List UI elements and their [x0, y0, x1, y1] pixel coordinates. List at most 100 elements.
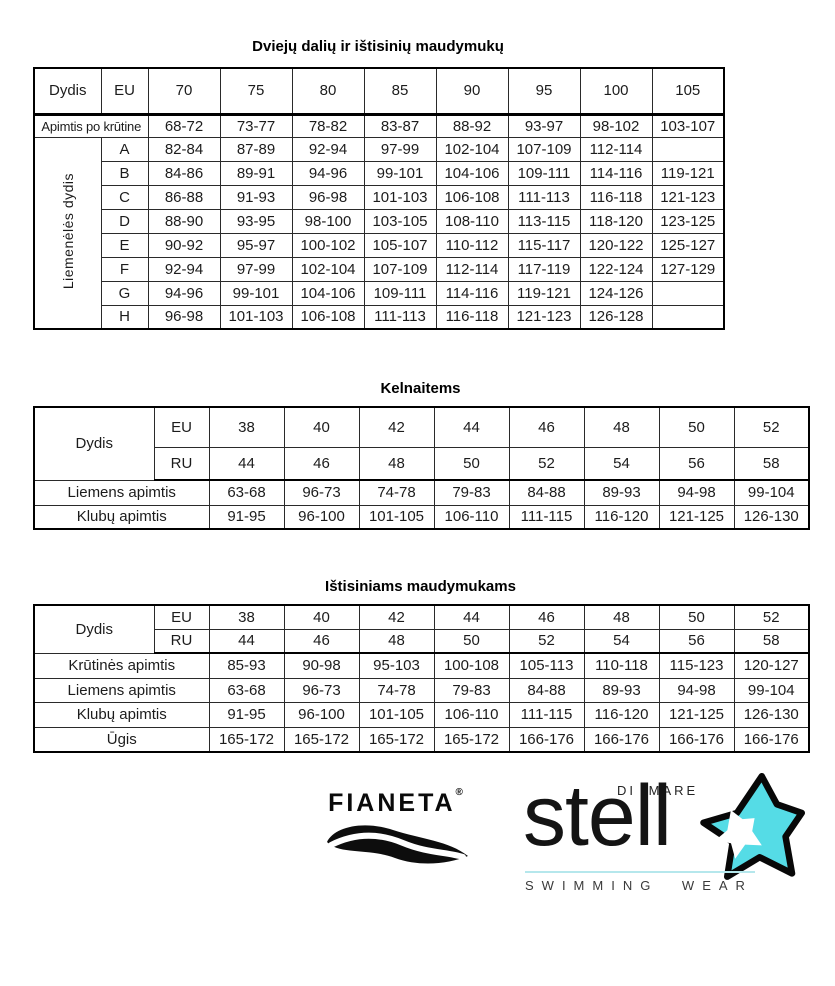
table-cell: 101-103	[219, 304, 293, 330]
table-cell: 84-88	[508, 677, 585, 703]
table-cell: 121-125	[658, 504, 735, 530]
table-cell: 165-172	[433, 726, 510, 753]
measure-label-cell: Liemens apimtis	[33, 677, 210, 703]
table-cell: 102-104	[291, 256, 365, 282]
table-cell: 111-115	[508, 701, 585, 728]
bra-size-side-label-cell: Liemenėlės dydis	[33, 136, 102, 330]
table-cell: 82-84	[147, 136, 221, 162]
table-cell: 38	[208, 406, 285, 448]
table1-title: Dviejų dalių ir ištisinių maudymukų	[252, 38, 504, 55]
one-piece-size-table: Dydis EU 38 40 42 44 46 48 50 52 RU 44 46 48 50 52 5…	[33, 604, 810, 753]
table-cell: 90-98	[283, 652, 360, 679]
table-cell: 99-101	[219, 280, 293, 306]
table-row: G 94-96 99-101 104-106 109-111 114-116 119-12…	[34, 280, 725, 306]
table-cell: 44	[208, 628, 285, 654]
table-cell: 94-96	[147, 280, 221, 306]
table-row: Liemenėlės dydis A 82-84 87-89 92-94 97-99 1…	[33, 136, 725, 330]
table-cell: 50	[658, 406, 735, 448]
table-cell: 73-77	[219, 113, 293, 138]
table-cell: 50	[433, 446, 510, 481]
bra-size-side-label: Liemenėlės dydis	[59, 172, 76, 289]
table-cell: 85-93	[208, 652, 285, 679]
ru-label-cell: RU	[153, 628, 210, 654]
table-cell: 112-114	[579, 136, 653, 162]
table-cell: 46	[283, 628, 360, 654]
table-cell: 121-123	[507, 304, 581, 330]
fianeta-name: FIANETA	[328, 789, 456, 817]
table-row: H 96-98 101-103 106-108 111-113 116-118 121-1…	[34, 304, 725, 330]
table-cell: 166-176	[658, 726, 735, 753]
table-cell: 106-110	[433, 701, 510, 728]
table-cell: 91-95	[208, 701, 285, 728]
table-cell: 88-92	[435, 113, 509, 138]
table-cell: 80	[291, 67, 365, 116]
table-cell: 108-110	[435, 208, 509, 234]
table-row: Dydis EU 38 40 42 44 46 48 50 52	[33, 604, 810, 654]
table-cell: 97-99	[363, 136, 437, 162]
eu-label-cell: EU	[153, 604, 210, 630]
table-cell: 94-98	[658, 479, 735, 506]
table-cell: 85	[363, 67, 437, 116]
table-cell: 40	[283, 406, 360, 448]
table-cell: 50	[658, 604, 735, 630]
table-cell: 58	[733, 628, 810, 654]
table-cell: 116-118	[579, 184, 653, 210]
table-cell: 48	[358, 446, 435, 481]
table-cell: 100	[579, 67, 653, 116]
table-cell: 79-83	[433, 479, 510, 506]
table-cell: 92-94	[147, 256, 221, 282]
table-cell: 95	[507, 67, 581, 116]
table-cell: 105-113	[508, 652, 585, 679]
table-cell: 96-73	[283, 677, 360, 703]
table-cell: 68-72	[147, 113, 221, 138]
table-cell: 115-123	[658, 652, 735, 679]
table-cell: 111-115	[508, 504, 585, 530]
star-icon	[700, 773, 805, 880]
table-cell: 74-78	[358, 677, 435, 703]
table-cell: 103-107	[651, 113, 725, 138]
table-cell: 116-120	[583, 504, 660, 530]
brand-logos: FIANETA® DI MARE stell SWIMMING WEAR	[318, 769, 835, 897]
table-cell: 48	[583, 406, 660, 448]
table-cell: 101-105	[358, 701, 435, 728]
table-cell: 79-83	[433, 677, 510, 703]
cup-label-cell: G	[100, 280, 149, 306]
table-cell: 96-100	[283, 504, 360, 530]
measure-label-cell: Liemens apimtis	[33, 479, 210, 506]
table-cell: 42	[358, 406, 435, 448]
table-cell: 101-105	[358, 504, 435, 530]
table-cell: 87-89	[219, 136, 293, 162]
stella-tagline: SWIMMING WEAR	[525, 878, 753, 893]
cup-label-cell: B	[100, 160, 149, 186]
table-row: RU 44 46 48 50 52 54 56 58	[34, 628, 810, 654]
table-row: D 88-90 93-95 98-100 103-105 108-110 113-115 1…	[34, 208, 725, 234]
table-cell: 44	[433, 406, 510, 448]
table-cell: 74-78	[358, 479, 435, 506]
cup-label-cell: H	[100, 304, 149, 330]
table-cell: 104-106	[435, 160, 509, 186]
table-cell: 70	[147, 67, 221, 116]
stella-logo: DI MARE stell SWIMMING WEAR	[523, 769, 815, 897]
table-cell: 94-98	[658, 677, 735, 703]
table-cell	[651, 304, 725, 330]
table-cell: 103-105	[363, 208, 437, 234]
eu-label-cell: EU	[100, 67, 149, 116]
table-row: Apimtis po krūtine 68-72 73-77 78-82 83-87 8…	[33, 113, 725, 138]
table-cell: 126-130	[733, 701, 810, 728]
table-cell: 96-98	[291, 184, 365, 210]
table-cell: 115-117	[507, 232, 581, 258]
table-cell: 121-123	[651, 184, 725, 210]
table-cell: 165-172	[208, 726, 285, 753]
table-cell: 38	[208, 604, 285, 630]
table-cell: 93-95	[219, 208, 293, 234]
table-cell: 54	[583, 628, 660, 654]
table-row: Ūgis 165-172 165-172 165-172 165-172 166-176…	[33, 726, 810, 753]
table-cell: 111-113	[507, 184, 581, 210]
table-cell: 95-97	[219, 232, 293, 258]
table-row: Krūtinės apimtis 85-93 90-98 95-103 100-108…	[33, 652, 810, 679]
table-cell: 124-126	[579, 280, 653, 306]
table-row: E 90-92 95-97 100-102 105-107 110-112 115-117…	[34, 232, 725, 258]
table-cell: 121-125	[658, 701, 735, 728]
table-cell: 101-103	[363, 184, 437, 210]
table-cell: 56	[658, 628, 735, 654]
